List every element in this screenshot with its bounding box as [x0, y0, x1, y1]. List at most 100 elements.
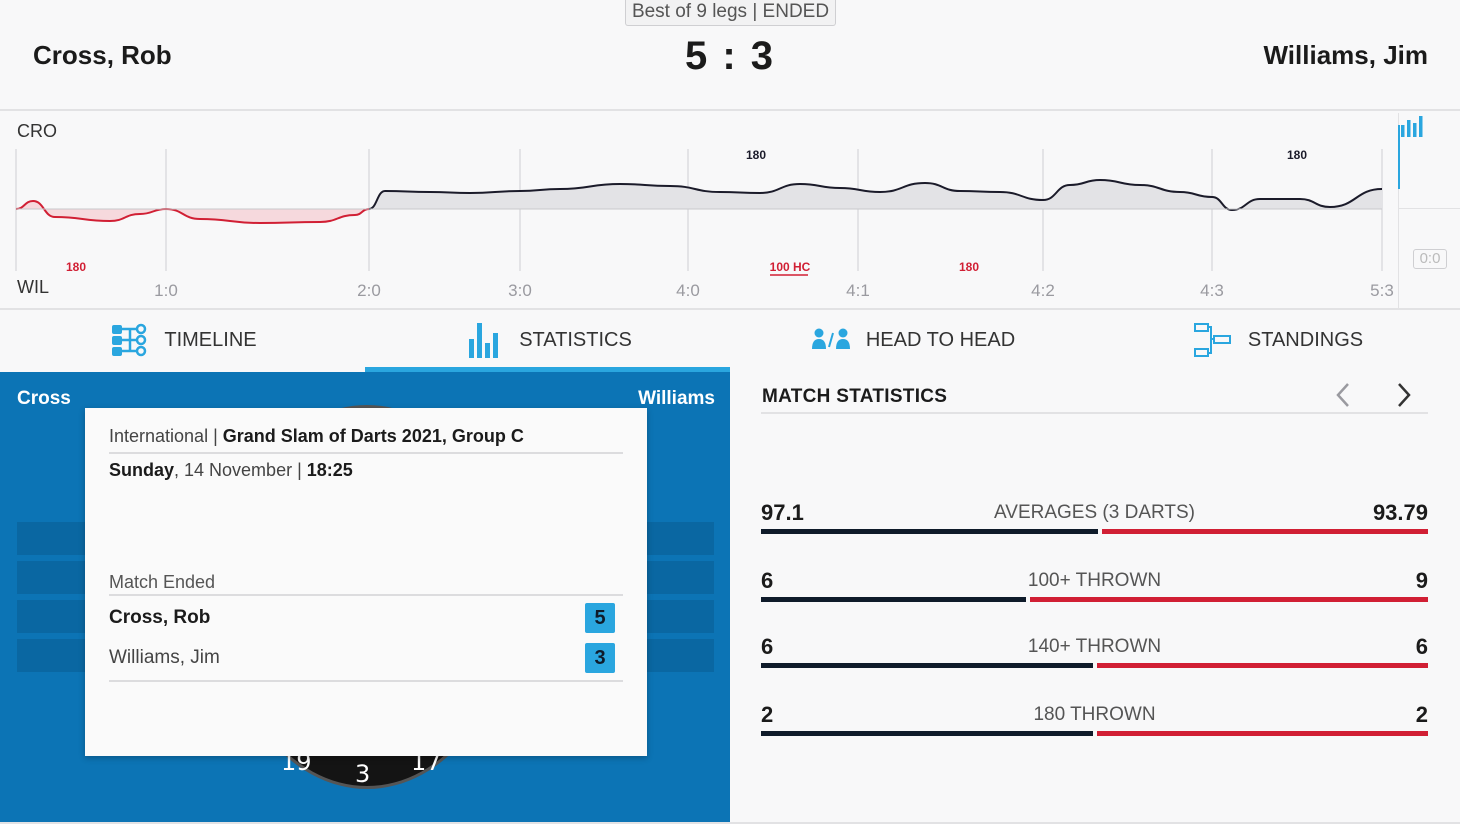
head-to-head-icon [811, 328, 850, 349]
match-day: Sunday [109, 460, 175, 480]
stat-home-value: 2 [761, 702, 774, 727]
stat-away-value: 9 [1415, 568, 1428, 593]
stat-row-100-plus: 6 100+ THROWN 9 [761, 568, 1428, 608]
stat-away-bar [1102, 529, 1428, 534]
tab-head-to-head-label: HEAD TO HEAD [865, 328, 1016, 351]
home-player-name[interactable]: Cross, Rob [33, 40, 172, 70]
stat-away-value: 2 [1415, 702, 1428, 727]
tab-standings-label: STANDINGS [1247, 328, 1364, 351]
tab-statistics-label: STATISTICS [519, 328, 632, 351]
card-player-row[interactable]: Cross, Rob 5 [109, 603, 615, 633]
stat-row-140-plus: 6 140+ THROWN 6 [761, 634, 1428, 674]
board-number: 3 [355, 760, 371, 788]
match-date: , 14 November | [174, 460, 307, 480]
panel-stripe [647, 561, 714, 594]
card-player-score: 5 [585, 603, 615, 633]
panel-stripe [647, 600, 714, 633]
match-header: Best of 9 legs | ENDED Cross, Rob 5 : 3 … [0, 0, 1460, 111]
bar-chart-icon [469, 323, 499, 358]
stat-home-value: 97.1 [761, 500, 804, 525]
timeline-side-panel: 0:0 [1398, 113, 1460, 308]
match-score: 5 : 3 [684, 34, 776, 78]
away-momentum-area [16, 201, 369, 223]
stat-home-bar [761, 529, 1098, 534]
timeline-event-marker: 100 HC [770, 260, 811, 274]
home-momentum-area [369, 180, 1382, 210]
stat-home-value: 6 [761, 568, 774, 593]
competition-line: International | Grand Slam of Darts 2021… [109, 426, 524, 447]
tab-timeline[interactable]: TIMELINE [0, 310, 365, 370]
tournament-name[interactable]: Grand Slam of Darts 2021, Group C [222, 426, 524, 446]
match-time: 18:25 [306, 460, 353, 480]
timeline-event-marker: 180 [959, 260, 979, 274]
momentum-chart: 1:0 2:0 3:0 4:0 4:1 4:2 4:3 5:3 180 180 180 100 HC 1… [15, 148, 1394, 300]
chevron-right-icon[interactable] [1391, 380, 1417, 410]
competition-category: International [109, 426, 209, 446]
competition-separator: | [208, 426, 223, 446]
match-statistics-title: MATCH STATISTICS [762, 386, 948, 407]
stat-label: AVERAGES (3 DARTS) [994, 502, 1195, 523]
statistics-title-divider [761, 412, 1428, 414]
stat-label: 180 THROWN [1033, 704, 1156, 725]
timeline-tick-label: 4:3 [1200, 281, 1224, 300]
match-statistics-panel: MATCH STATISTICS 97.1 AVERAGES (3 DARTS)… [730, 372, 1460, 824]
side-divider [1399, 208, 1460, 209]
timeline-tick-label: 4:1 [846, 281, 870, 300]
stat-home-bar [761, 663, 1093, 668]
panel-stripe [17, 639, 85, 672]
chart-view-icon[interactable] [1399, 113, 1427, 139]
timeline-icon [112, 323, 147, 357]
away-player-code: WIL [17, 277, 50, 297]
card-player-row[interactable]: Williams, Jim 3 [109, 643, 615, 673]
stat-away-bar [1097, 731, 1428, 736]
timeline-tick-label: 4:0 [676, 281, 700, 300]
card-divider [109, 680, 623, 682]
card-player-name: Williams, Jim [109, 647, 220, 668]
panel-stripe [17, 600, 85, 633]
stat-home-bar [761, 597, 1026, 602]
stat-away-bar [1030, 597, 1428, 602]
chevron-left-icon[interactable] [1330, 380, 1356, 410]
timeline-event-marker: 180 [66, 260, 86, 274]
timeline-tick-label: 2:0 [357, 281, 381, 300]
stat-label: 100+ THROWN [1027, 570, 1162, 591]
score-view-toggle[interactable]: 0:0 [1413, 249, 1447, 269]
card-player-name: Cross, Rob [109, 607, 211, 628]
scoreboard-home-name: Cross [17, 388, 71, 409]
tab-head-to-head[interactable]: HEAD TO HEAD [730, 310, 1095, 370]
match-status: Match Ended [109, 572, 216, 592]
page-bottom-border [0, 822, 1460, 824]
match-format-badge: Best of 9 legs | ENDED [625, 0, 836, 26]
timeline-tick-label: 1:0 [154, 281, 178, 300]
tab-standings[interactable]: STANDINGS [1095, 310, 1460, 370]
timeline-tick-label: 5:3 [1370, 281, 1394, 300]
tab-timeline-label: TIMELINE [164, 328, 257, 351]
tab-statistics[interactable]: STATISTICS [365, 310, 730, 372]
stat-label: 140+ THROWN [1027, 636, 1162, 657]
card-player-score: 3 [585, 643, 615, 673]
stat-home-value: 6 [761, 634, 774, 659]
timeline-tick-label: 4:2 [1031, 281, 1055, 300]
card-divider [109, 452, 623, 454]
home-momentum-line [368, 178, 1383, 212]
panel-stripe [17, 561, 85, 594]
card-divider [109, 594, 623, 596]
panel-stripe [647, 522, 714, 555]
panel-stripe [17, 522, 85, 555]
timeline-event-marker: 180 [746, 148, 766, 162]
stat-row-averages: 97.1 AVERAGES (3 DARTS) 93.79 [761, 500, 1428, 540]
away-player-name[interactable]: Williams, Jim [1263, 40, 1429, 70]
match-tabs: TIMELINE STATISTICS HEAD TO HEAD [0, 308, 1460, 372]
scoreboard-away-name: Williams [638, 388, 715, 409]
side-active-indicator [1398, 125, 1400, 189]
bracket-icon [1193, 323, 1231, 357]
stat-away-bar [1097, 663, 1428, 668]
momentum-timeline: 1:0 2:0 3:0 4:0 4:1 4:2 4:3 5:3 180 180 180 100 HC 1… [0, 113, 1460, 308]
match-info-card: International | Grand Slam of Darts 2021… [85, 408, 647, 756]
match-datetime: Sunday, 14 November | 18:25 [109, 460, 353, 481]
timeline-event-marker: 180 [1287, 148, 1307, 162]
timeline-tick-label: 3:0 [508, 281, 532, 300]
stat-away-value: 93.79 [1372, 500, 1428, 525]
stat-away-value: 6 [1415, 634, 1428, 659]
